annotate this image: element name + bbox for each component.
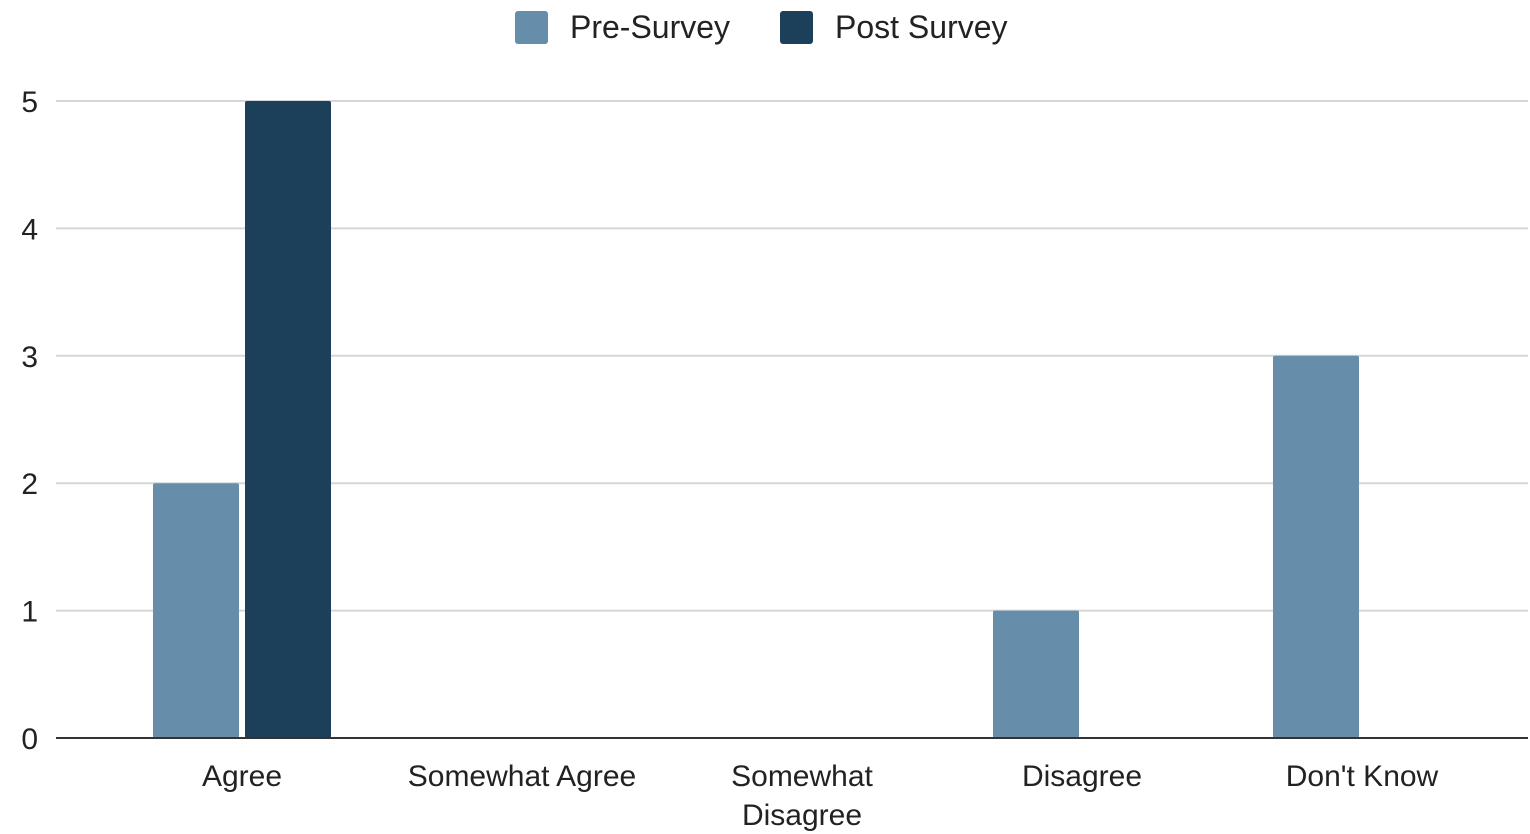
y-tick-label: 5 (21, 86, 38, 119)
y-tick-label: 0 (21, 723, 38, 756)
x-category-label: Agree (202, 760, 282, 793)
legend-label: Post Survey (835, 9, 1008, 45)
x-category-label: Don't Know (1286, 760, 1439, 793)
y-tick-label: 3 (21, 341, 38, 374)
x-category-label: Disagree (1022, 760, 1142, 793)
x-category-label: Disagree (742, 799, 862, 832)
y-tick-label: 1 (21, 596, 38, 629)
x-category-label: Somewhat (731, 760, 873, 793)
legend-label: Pre-Survey (570, 9, 730, 45)
bar-pre-survey-don-t-know (1273, 355, 1359, 738)
x-axis-category-labels: Agree Somewhat Agree Somewhat Disagree Disag… (202, 760, 1439, 832)
x-category-label: Somewhat Agree (408, 760, 636, 793)
y-tick-label: 2 (21, 468, 38, 501)
bar-post-survey-agree (245, 101, 331, 738)
bar-pre-survey-disagree (993, 610, 1079, 738)
legend-swatch (515, 11, 548, 44)
bars (153, 101, 1359, 738)
bar-pre-survey-agree (153, 483, 239, 738)
y-axis-tick-labels: 0 1 2 3 4 5 (21, 86, 38, 756)
legend: Pre-Survey Post Survey (515, 9, 1008, 45)
y-tick-label: 4 (21, 213, 38, 246)
legend-swatch (780, 11, 813, 44)
